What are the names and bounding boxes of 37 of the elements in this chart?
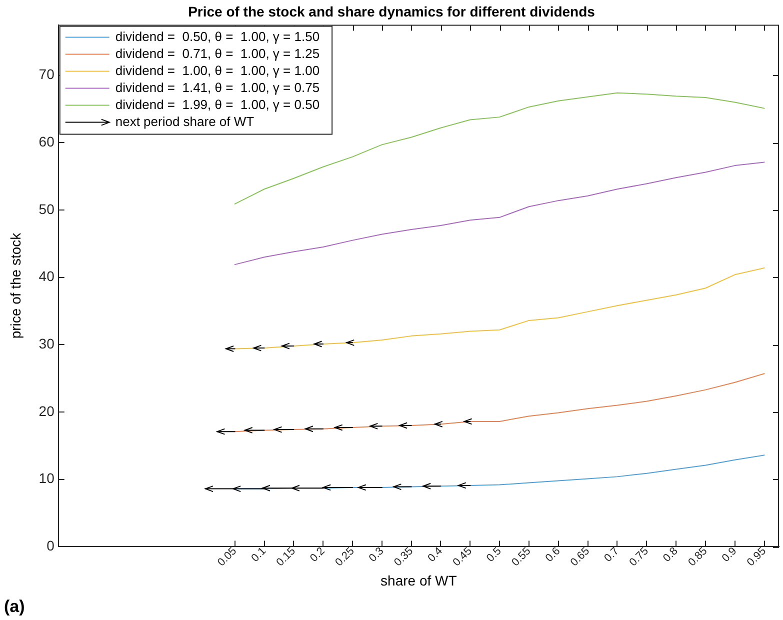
x-tick-label: 0.2 bbox=[308, 545, 328, 564]
y-axis-title: price of the stock bbox=[7, 232, 24, 339]
x-tick-label: 0.75 bbox=[627, 545, 651, 569]
x-tick-label: 0.6 bbox=[543, 545, 563, 564]
x-tick-label: 0.35 bbox=[392, 545, 416, 569]
x-tick-label: 0.55 bbox=[510, 545, 534, 569]
text: (a) bbox=[4, 597, 25, 616]
x-tick-label: 0.3 bbox=[366, 545, 386, 564]
y-tick-label: 70 bbox=[38, 66, 55, 82]
x-tick-label: 0.85 bbox=[686, 545, 710, 569]
x-axis-title: share of WT bbox=[380, 572, 458, 588]
x-tick-label: 0.5 bbox=[484, 545, 504, 564]
y-tick-label: 30 bbox=[38, 336, 55, 352]
y-tick-label: 60 bbox=[38, 134, 55, 150]
x-tick-label: 0.65 bbox=[568, 545, 592, 569]
x-tick-label: 0.1 bbox=[249, 545, 269, 564]
legend-label: dividend = 1.41, θ = 1.00, γ = 0.75 bbox=[115, 80, 320, 95]
legend-label: dividend = 1.99, θ = 1.00, γ = 0.50 bbox=[115, 96, 320, 112]
x-tick-label: 0.9 bbox=[720, 545, 740, 564]
legend-label: dividend = 0.71, θ = 1.00, γ = 1.25 bbox=[115, 46, 320, 61]
x-tick-label: 0.25 bbox=[333, 545, 357, 569]
y-tick-label: 10 bbox=[38, 470, 55, 486]
x-tick-label: 0.15 bbox=[274, 545, 298, 569]
legend-label: next period share of WT bbox=[115, 114, 254, 129]
x-tick-label: 0.45 bbox=[450, 545, 474, 569]
x-tick-label: 0.7 bbox=[602, 545, 622, 564]
y-tick-label: 50 bbox=[38, 200, 55, 217]
x-tick-label: 0.4 bbox=[426, 545, 446, 564]
x-tick-label: 0.8 bbox=[661, 545, 680, 564]
x-tick-label: 0.05 bbox=[215, 545, 240, 569]
x-tick-label: 0.95 bbox=[744, 545, 769, 569]
y-tick-label: 40 bbox=[38, 268, 55, 284]
y-tick-label: 20 bbox=[38, 402, 55, 419]
legend-label: dividend = 0.50, θ = 1.00, γ = 1.50 bbox=[115, 28, 320, 44]
y-tick-label: 0 bbox=[46, 538, 55, 554]
legend-label: dividend = 1.00, θ = 1.00, γ = 1.00 bbox=[115, 62, 320, 78]
chart-title: Price of the stock and share dynamics for different dividends bbox=[188, 3, 596, 20]
